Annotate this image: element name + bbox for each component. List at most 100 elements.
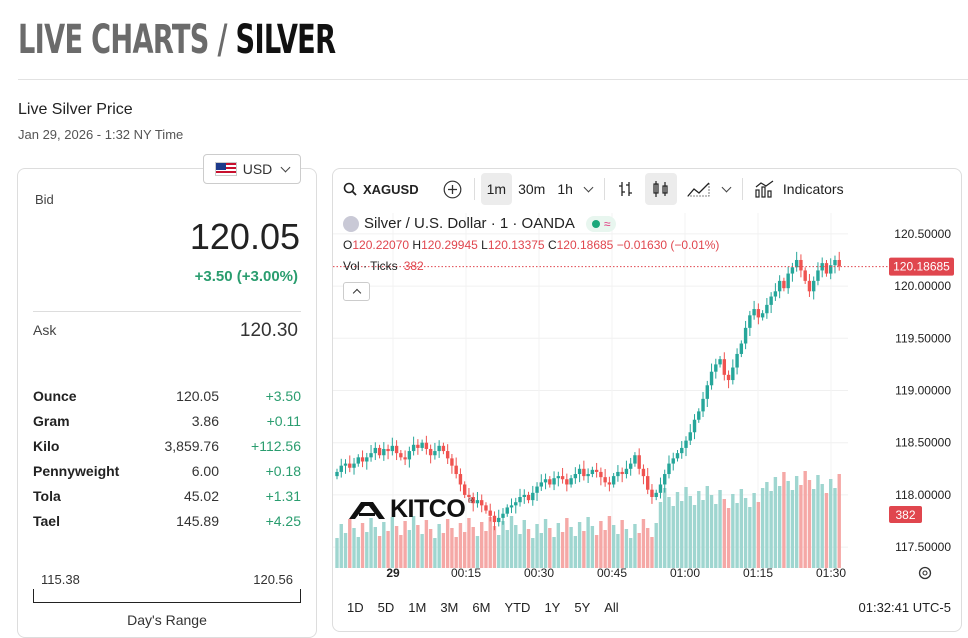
volume-bar [386,531,390,568]
range-6m[interactable]: 6M [472,599,491,615]
time-tick-label: 00:30 [524,566,554,580]
candle-body [522,494,526,497]
candle-body [790,267,795,274]
candle-body [411,444,416,452]
chart-type-dropdown[interactable] [717,173,736,205]
volume-bar [837,474,841,568]
candle-body [407,451,412,460]
volume-bar [441,533,446,568]
unit-change: +3.50 [265,387,301,404]
collapse-legend-button[interactable] [343,282,370,301]
indicators-button[interactable]: Indicators [749,173,850,205]
range-all[interactable]: All [604,599,619,615]
candle-body [697,411,701,420]
price-chart[interactable]: 29 00:15 00:30 00:45 01:00 01:15 01:30 120.5000… [333,213,962,589]
candle-body [433,451,437,456]
candle-body [816,270,820,281]
candle-body [509,505,514,508]
currency-label: USD [242,161,273,177]
candle-body [701,398,705,412]
interval-1h[interactable]: 1h [557,181,573,197]
unit-price: 3,859.76 [164,437,220,454]
symbol-search[interactable]: XAGUSD [333,173,425,205]
unit-name: Kilo [33,437,60,454]
candle-body [786,273,790,289]
candle-body [641,468,646,477]
candle-body [807,280,812,292]
bid-label: Bid [35,192,54,207]
candle-body [539,482,543,487]
range-3m[interactable]: 3M [440,599,459,615]
volume-bar [497,535,501,568]
high-label: H [412,238,422,252]
compare-button[interactable] [437,173,468,205]
volume-bar [628,538,633,568]
range-5d[interactable]: 5D [377,599,395,615]
interval-30m[interactable]: 30m [518,181,546,197]
range-label: Day's Range [127,612,207,628]
volume-bar [701,500,705,568]
volume-bar [722,499,727,568]
currency-select[interactable]: USD [203,154,301,184]
candle-body [714,364,718,372]
volume-bar [820,484,824,568]
candle-body [565,479,569,485]
candle-body [497,517,501,523]
time-tick-label: 01:15 [743,566,773,580]
volume-bar [603,530,607,568]
candle-body [386,448,390,452]
candle-body [471,497,475,504]
candle-body [663,474,667,485]
chevron-down-icon [721,182,732,192]
area-style-button[interactable] [681,173,717,205]
candle-body [514,502,518,506]
volume-bar [616,534,620,568]
unit-name: Pennyweight [33,462,120,479]
chart-clock[interactable]: 01:32:41 UTC-5 [858,599,952,615]
volume-bar [637,533,641,568]
volume-bar [748,507,752,568]
last-volume-label: 382 [895,508,915,522]
unit-price: 6.00 [191,462,219,479]
chart-widget: XAGUSD 1m 30m 1h Indicators 29 00:15 00:30… [332,168,962,632]
volume-bar [373,527,378,568]
bar-style-button[interactable] [611,173,641,205]
range-ytd[interactable]: YTD [504,599,531,615]
volume-bar [680,501,684,568]
volume-bar [794,476,799,568]
volume-bar [531,538,535,568]
area-chart-icon [687,182,710,197]
indicators-label: Indicators [782,181,844,197]
last-price-label: 120.18685 [893,260,950,274]
candle-body [837,259,841,267]
toolbar-separator [741,178,743,200]
silver-symbol-icon [343,215,359,232]
volume-bar [641,519,646,568]
volume-bar [369,518,373,568]
range-5y[interactable]: 5Y [574,599,591,615]
volume-bar [786,481,790,568]
candle-body [688,432,692,441]
volume-bar [675,492,680,568]
volume-bar [684,487,688,568]
range-1y[interactable]: 1Y [544,599,561,615]
volume-bar [663,488,667,568]
bar-change: −0.01630 (−0.01%) [616,238,720,252]
volume-bar [739,489,744,568]
candle-body [599,471,603,478]
candle-body [360,457,365,462]
volume-bar [807,480,812,568]
range-1m[interactable]: 1M [408,599,427,615]
unit-name: Tael [33,512,60,529]
candle-body [416,444,420,448]
interval-1m[interactable]: 1m [480,173,513,205]
volume-bar [782,472,786,568]
settings-icon-center [922,570,928,576]
candle-style-button[interactable] [644,173,677,205]
interval-dropdown[interactable] [579,173,598,205]
candle-body [339,465,343,472]
candle-body [611,476,616,485]
range-1d[interactable]: 1D [347,599,364,615]
price-tick-label: 119.50000 [895,331,951,345]
candle-body [646,476,650,490]
